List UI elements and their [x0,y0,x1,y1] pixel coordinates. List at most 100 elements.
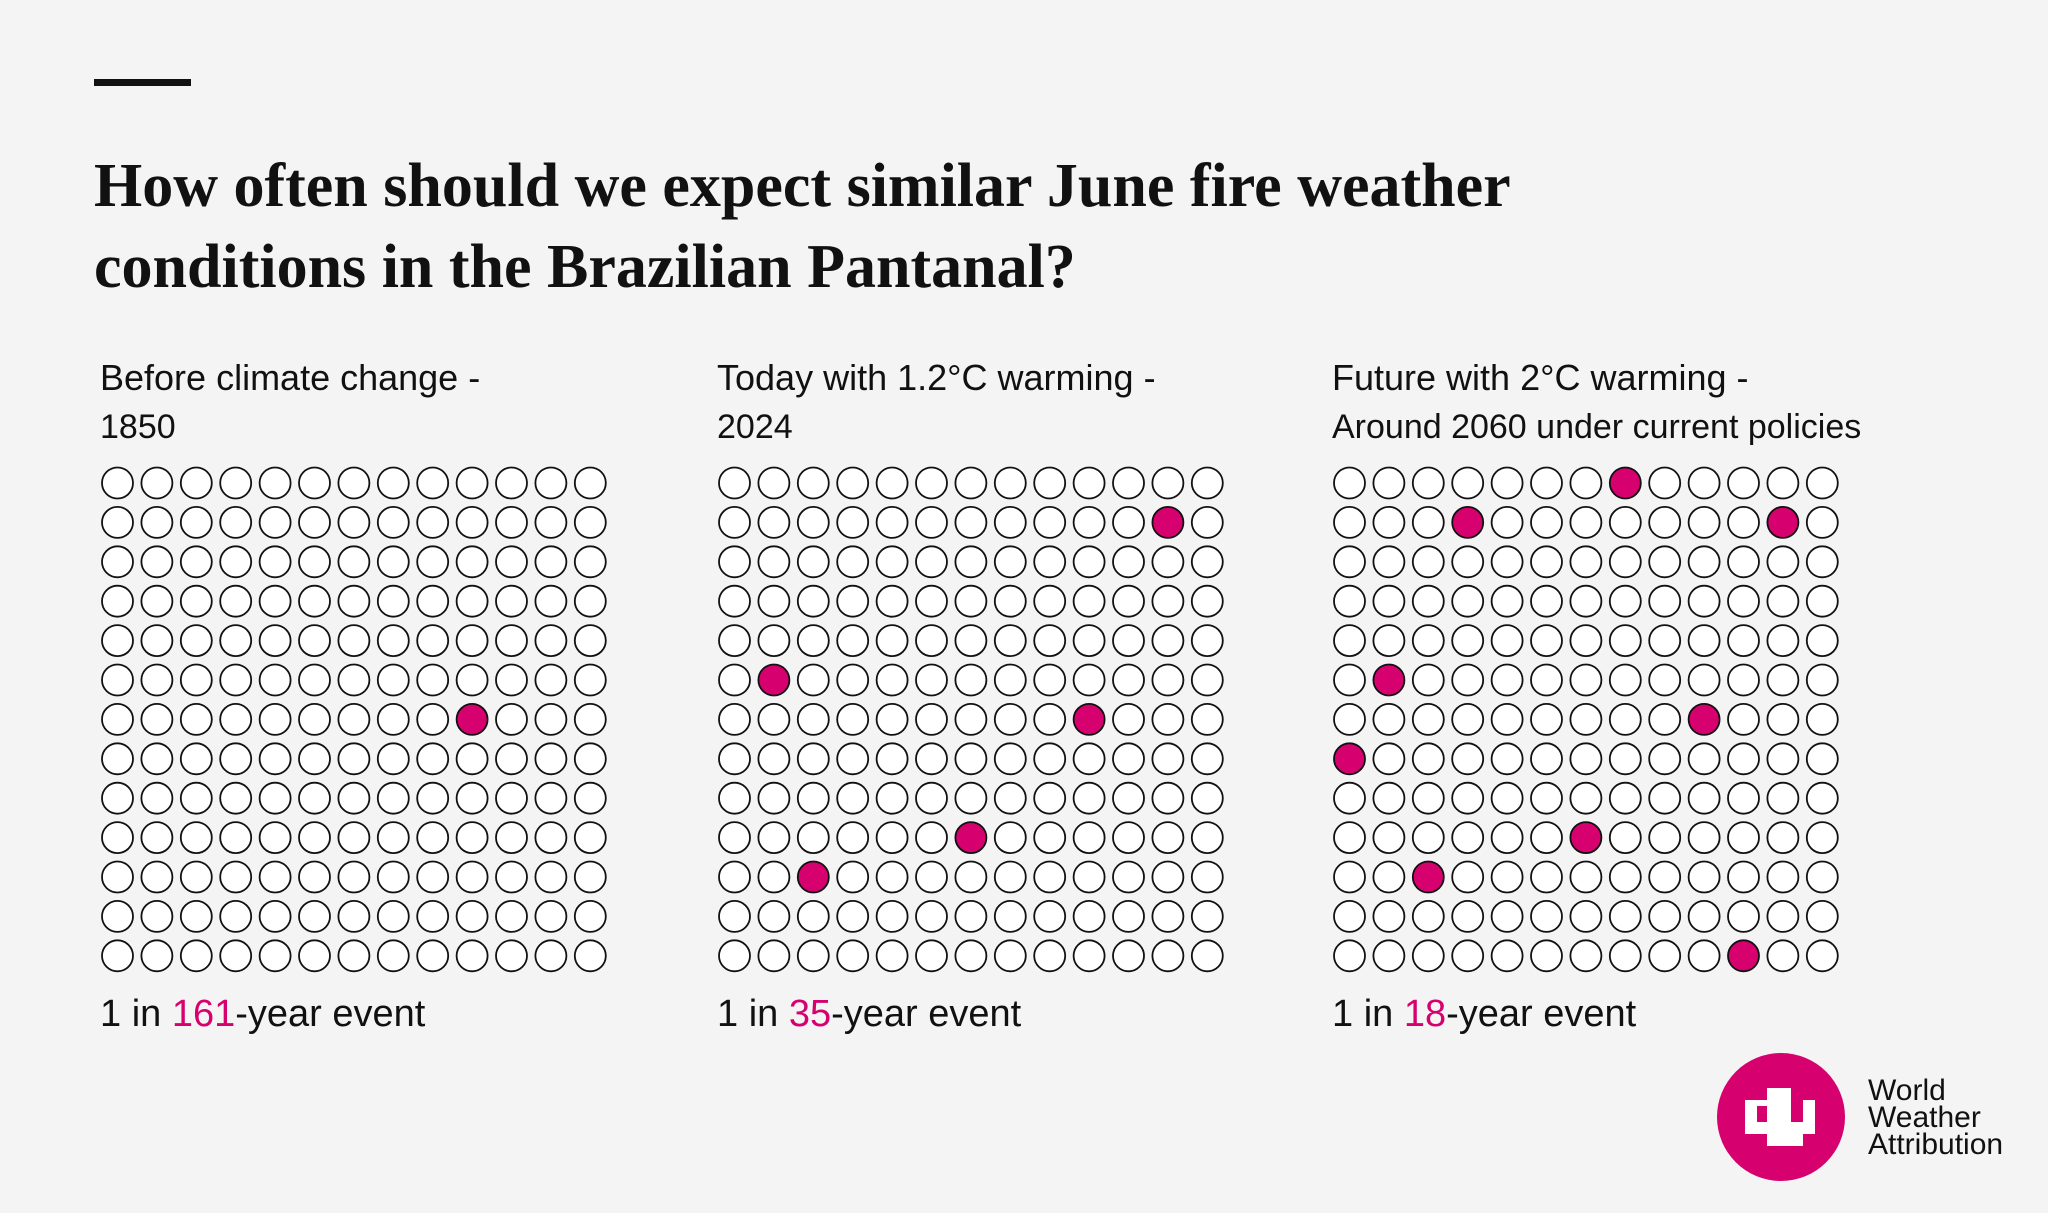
empty-dot [1451,466,1485,500]
empty-dot [1530,860,1563,894]
empty-dot [757,742,791,776]
logo-text: Weather [1868,1101,1981,1134]
empty-dot [1372,860,1406,894]
empty-dot [796,466,830,500]
empty-dot [1766,900,1800,933]
empty-dot [376,742,410,776]
empty-dot [1766,860,1800,894]
empty-dot [993,703,1027,736]
empty-dot [337,545,371,579]
empty-dot [1687,742,1721,776]
empty-dot [796,900,830,933]
empty-dot [915,900,948,933]
empty-dot [140,584,174,618]
empty-dot [757,506,791,539]
empty-dot [101,900,134,933]
empty-dot [993,466,1027,500]
filled-dot [1766,506,1800,539]
panel: Future with 2°C warming - Around 2060 und… [1332,357,1861,1035]
empty-dot [1411,821,1445,854]
empty-dot [1072,781,1106,815]
empty-dot [757,939,791,973]
panel-subheading: Around 2060 under current policies [1332,408,1861,446]
empty-dot [1805,781,1839,815]
empty-dot [875,939,909,973]
empty-dot [258,781,292,815]
empty-dot [954,506,988,539]
empty-dot [993,821,1027,854]
empty-dot [718,584,751,618]
empty-dot [337,663,371,697]
empty-dot [1072,584,1106,618]
empty-dot [219,900,253,933]
empty-dot [1648,584,1682,618]
empty-dot [1490,703,1524,736]
empty-dot [179,506,213,539]
empty-dot [836,821,870,854]
empty-dot [1648,624,1682,657]
empty-dot [1112,663,1145,697]
empty-dot [875,900,909,933]
empty-dot [1033,821,1067,854]
panel-subheading: 1850 [100,408,176,446]
empty-dot [1727,821,1760,854]
empty-dot [915,506,948,539]
empty-dot [1687,584,1721,618]
empty-dot [140,506,174,539]
empty-dot [1411,900,1445,933]
empty-dot [1112,466,1145,500]
empty-dot [416,939,450,973]
empty-dot [298,900,331,933]
empty-dot [875,624,909,657]
empty-dot [1608,781,1642,815]
empty-dot [796,781,830,815]
empty-dot [954,742,988,776]
empty-dot [1727,466,1760,500]
empty-dot [179,860,213,894]
empty-dot [915,742,948,776]
empty-dot [337,466,371,500]
empty-dot [718,900,751,933]
empty-dot [179,624,213,657]
empty-dot [718,860,751,894]
empty-dot [1766,821,1800,854]
filled-dot [1687,703,1721,736]
empty-dot [1805,900,1839,933]
empty-dot [1333,506,1366,539]
empty-dot [1766,781,1800,815]
empty-dot [376,624,410,657]
empty-dot [534,860,568,894]
empty-dot [1112,742,1145,776]
empty-dot [718,742,751,776]
empty-dot [140,860,174,894]
empty-dot [1569,781,1603,815]
return-number: 161 [172,993,235,1035]
empty-dot [219,466,253,500]
empty-dot [376,860,410,894]
empty-dot [1451,663,1485,697]
empty-dot [1112,624,1145,657]
empty-dot [1608,624,1642,657]
empty-dot [337,584,371,618]
empty-dot [1648,466,1682,500]
empty-dot [993,506,1027,539]
empty-dot [495,624,528,657]
empty-dot [1112,900,1145,933]
empty-dot [1033,584,1067,618]
empty-dot [796,506,830,539]
empty-dot [993,663,1027,697]
empty-dot [1766,939,1800,973]
empty-dot [1151,821,1185,854]
empty-dot [376,703,410,736]
empty-dot [915,821,948,854]
filled-dot [1727,939,1760,973]
empty-dot [954,703,988,736]
empty-dot [298,742,331,776]
empty-dot [1190,703,1224,736]
filled-dot [1372,663,1406,697]
empty-dot [1190,624,1224,657]
empty-dot [875,742,909,776]
empty-dot [258,663,292,697]
empty-dot [1151,584,1185,618]
